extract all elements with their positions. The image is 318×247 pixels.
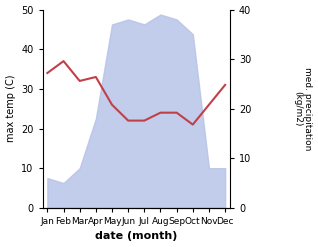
X-axis label: date (month): date (month) <box>95 231 177 242</box>
Y-axis label: med. precipitation
(kg/m2): med. precipitation (kg/m2) <box>293 67 313 150</box>
Y-axis label: max temp (C): max temp (C) <box>5 75 16 143</box>
